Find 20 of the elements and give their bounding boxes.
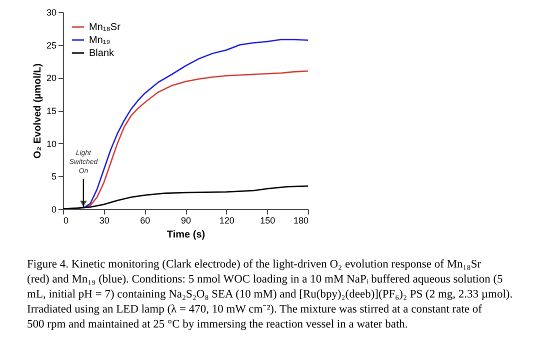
y-tick-label: 20	[46, 73, 56, 84]
x-tick-label: 0	[64, 216, 69, 226]
x-tick-label: 150	[260, 216, 276, 226]
y-tick-label: 0	[51, 204, 56, 214]
x-tick-label: 120	[219, 216, 234, 226]
legend-label: Blank	[89, 48, 116, 59]
caption: Figure 4. Kinetic monitoring (Clark electrode) of the light-driven O₂ evolution response of Mn₁₈Sr (red) and Mn₁₉ (blue). Conditions: 5 nmol WOC loading in a 10 mM NaPᵢ buffered aqueous solution (5 mL, initial pH = 7) containing Na₂S₂O₈ SEA (10 mM) and [Ru(bpy)₂(deeb)](PF₆)₂ PS (2 mg, 2.33 µmol). Irradiated using an LED lamp (λ = 470, 10 mW cm⁻²). The mixture was stirred at a constant rate of 500 rpm and maintained at 25 °C by immersing the reaction vessel in a water bath.	[27, 258, 513, 330]
x-axis-title: Time (s)	[166, 230, 206, 240]
y-tick-label: 5	[51, 172, 56, 182]
legend-label: Mn₁₈Sr	[89, 22, 122, 33]
y-tick-label: 15	[46, 106, 56, 116]
y-tick-label: 10	[46, 138, 56, 149]
x-tick-label: 30	[99, 216, 110, 226]
x-tick-label: 90	[180, 216, 192, 226]
x-tick-label: 180	[293, 216, 308, 226]
y-tick-label: 30	[46, 8, 56, 18]
legend-label: Mn₁₉	[89, 35, 110, 46]
y-tick-label: 25	[46, 40, 56, 50]
y-axis-title: O₂ Evolved (µmol/L)	[32, 63, 44, 159]
x-tick-label: 60	[140, 216, 150, 226]
